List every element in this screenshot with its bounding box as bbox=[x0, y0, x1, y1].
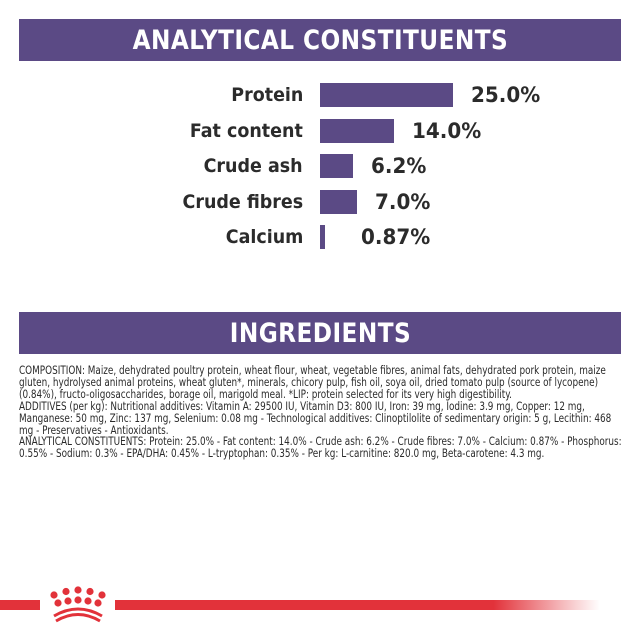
constituent-bar bbox=[320, 189, 358, 214]
constituent-bar bbox=[320, 154, 353, 179]
constituent-bar bbox=[320, 83, 453, 107]
constituent-value: 7.0% bbox=[375, 189, 431, 214]
constituent-label: Crude ash bbox=[203, 155, 303, 178]
analytical-constituents-title: ANALYTICAL CONSTITUENTS bbox=[132, 24, 508, 56]
constituent-value: 6.2% bbox=[370, 154, 427, 179]
composition-text: COMPOSITION: Maize, dehydrated poultry p… bbox=[19, 364, 606, 401]
constituent-bar bbox=[320, 118, 395, 143]
analytical-constituents-header: ANALYTICAL CONSTITUENTS bbox=[19, 19, 621, 61]
constituent-row: Protein 25.0% bbox=[0, 83, 640, 107]
constituent-label: Protein bbox=[230, 84, 303, 106]
constituent-bar bbox=[320, 225, 325, 250]
ingredients-header: INGREDIENTS bbox=[19, 312, 621, 354]
brand-line-left bbox=[0, 600, 40, 610]
constituent-label: Calcium bbox=[225, 226, 303, 249]
constituent-value: 25.0% bbox=[471, 83, 541, 107]
ingredients-title: INGREDIENTS bbox=[229, 317, 411, 349]
constituent-value: 14.0% bbox=[412, 118, 482, 143]
constituent-label: Crude fibres bbox=[182, 190, 303, 213]
additives-text: ADDITIVES (per kg): Nutritional additive… bbox=[19, 399, 612, 437]
royal-canin-crown-icon bbox=[50, 586, 106, 623]
brand-line-right bbox=[115, 600, 600, 610]
constituent-value: 0.87% bbox=[360, 225, 430, 250]
constituent-row: Calcium 0.87% bbox=[0, 225, 640, 250]
constituent-row: Crude ash 6.2% bbox=[0, 154, 640, 179]
constituent-label: Fat content bbox=[190, 119, 303, 142]
ingredients-text: COMPOSITION: Maize, dehydrated poultry p… bbox=[19, 365, 623, 460]
analytical-constituents-text: ANALYTICAL CONSTITUENTS: Protein: 25.0% … bbox=[19, 435, 622, 461]
constituent-row: Fat content 14.0% bbox=[0, 118, 640, 143]
constituent-row: Crude fibres 7.0% bbox=[0, 189, 640, 214]
